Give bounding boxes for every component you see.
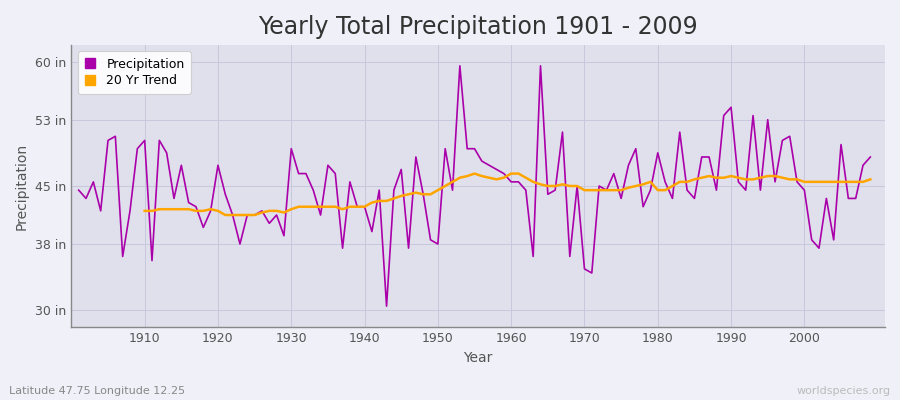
20 Yr Trend (527, 180, 538, 184)
20 Yr Trend (865, 177, 876, 182)
Precipitation (454, 64, 465, 68)
Text: Latitude 47.75 Longitude 12.25: Latitude 47.75 Longitude 12.25 (9, 386, 185, 396)
Precipitation (382, 304, 392, 308)
20 Yr Trend (469, 171, 480, 176)
Precipitation (293, 171, 304, 176)
Precipitation (520, 188, 531, 192)
Precipitation (132, 146, 143, 151)
Title: Yearly Total Precipitation 1901 - 2009: Yearly Total Precipitation 1901 - 2009 (258, 15, 698, 39)
20 Yr Trend (140, 208, 150, 213)
Precipitation (73, 188, 84, 192)
Precipitation (865, 154, 876, 159)
20 Yr Trend (843, 180, 854, 184)
Legend: Precipitation, 20 Yr Trend: Precipitation, 20 Yr Trend (77, 51, 191, 94)
Precipitation (513, 180, 524, 184)
20 Yr Trend (220, 213, 230, 218)
20 Yr Trend (587, 188, 598, 192)
20 Yr Trend (315, 204, 326, 209)
Line: Precipitation: Precipitation (78, 66, 870, 306)
20 Yr Trend (286, 207, 297, 212)
Y-axis label: Precipitation: Precipitation (15, 142, 29, 230)
Precipitation (338, 246, 348, 250)
Line: 20 Yr Trend: 20 Yr Trend (145, 174, 870, 215)
20 Yr Trend (821, 180, 832, 184)
Precipitation (608, 171, 619, 176)
Text: worldspecies.org: worldspecies.org (796, 386, 891, 396)
X-axis label: Year: Year (464, 351, 493, 365)
